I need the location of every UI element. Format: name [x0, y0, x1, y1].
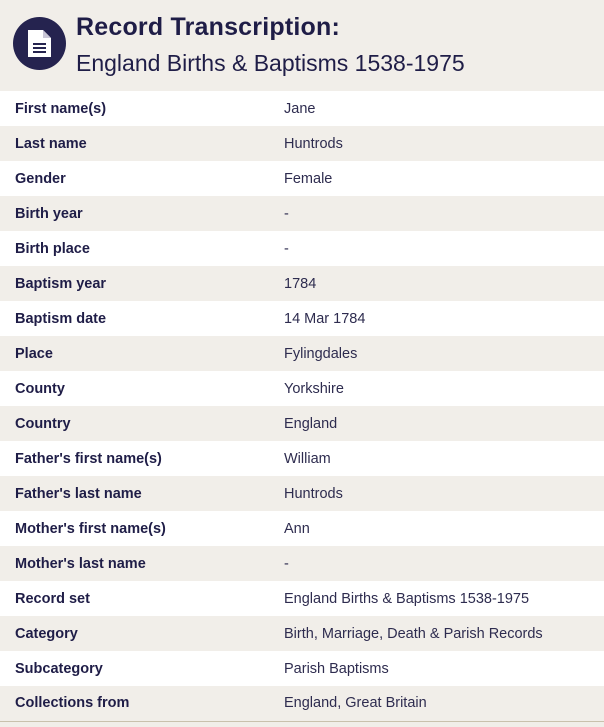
- field-label: Record set: [15, 590, 90, 607]
- field-label: County: [15, 380, 65, 397]
- field-value: Ann: [284, 520, 310, 537]
- transcription-table: First name(s) Jane Last name Huntrods Gender…: [0, 91, 604, 722]
- field-label: Category: [15, 625, 78, 642]
- document-icon: [13, 17, 66, 70]
- field-label: Last name: [15, 135, 87, 152]
- table-row: Subcategory Parish Baptisms: [0, 651, 604, 686]
- table-row: Birth place -: [0, 231, 604, 266]
- field-value: Huntrods: [284, 485, 343, 502]
- table-row: Gender Female: [0, 161, 604, 196]
- field-value: England, Great Britain: [284, 695, 427, 712]
- field-label: Subcategory: [15, 660, 103, 677]
- record-header: Record Transcription: England Births & B…: [0, 0, 604, 91]
- field-label: Place: [15, 345, 53, 362]
- table-row: Mother's last name -: [0, 546, 604, 581]
- field-value: Huntrods: [284, 135, 343, 152]
- table-row: Place Fylingdales: [0, 336, 604, 371]
- field-value: Birth, Marriage, Death & Parish Records: [284, 625, 543, 642]
- field-label: Mother's first name(s): [15, 520, 166, 537]
- field-label: Country: [15, 415, 71, 432]
- table-row: Baptism date 14 Mar 1784: [0, 301, 604, 336]
- table-row: Mother's first name(s) Ann: [0, 511, 604, 546]
- field-label: Father's last name: [15, 485, 142, 502]
- field-label: Baptism year: [15, 275, 107, 292]
- field-label: Father's first name(s): [15, 450, 162, 467]
- table-row: Country England: [0, 406, 604, 441]
- table-row: Baptism year 1784: [0, 266, 604, 301]
- field-label: First name(s): [15, 100, 107, 117]
- field-value: 1784: [284, 275, 317, 292]
- field-value: 14 Mar 1784: [284, 310, 366, 327]
- table-row: Father's first name(s) William: [0, 441, 604, 476]
- table-row: First name(s) Jane: [0, 91, 604, 126]
- table-row: County Yorkshire: [0, 371, 604, 406]
- field-label: Birth year: [15, 205, 83, 222]
- page-title: Record Transcription:: [76, 13, 340, 41]
- field-value: -: [284, 240, 289, 257]
- field-value: -: [284, 205, 289, 222]
- field-value: England: [284, 415, 338, 432]
- field-value: Parish Baptisms: [284, 660, 389, 677]
- table-row: Category Birth, Marriage, Death & Parish …: [0, 616, 604, 651]
- table-row: Father's last name Huntrods: [0, 476, 604, 511]
- table-row: Record set England Births & Baptisms 1538…: [0, 581, 604, 616]
- field-value: Jane: [284, 100, 316, 117]
- field-value: England Births & Baptisms 1538-1975: [284, 590, 530, 607]
- record-set-subtitle: England Births & Baptisms 1538-1975: [76, 50, 465, 76]
- field-value: Fylingdales: [284, 345, 358, 362]
- table-row: Birth year -: [0, 196, 604, 231]
- field-label: Mother's last name: [15, 555, 146, 572]
- field-label: Gender: [15, 170, 66, 187]
- field-label: Collections from: [15, 695, 130, 712]
- field-label: Birth place: [15, 240, 90, 257]
- table-row: Collections from England, Great Britain: [0, 686, 604, 721]
- field-label: Baptism date: [15, 310, 107, 327]
- field-value: Yorkshire: [284, 380, 344, 397]
- field-value: Female: [284, 170, 333, 187]
- field-value: William: [284, 450, 331, 467]
- table-row: Last name Huntrods: [0, 126, 604, 161]
- field-value: -: [284, 555, 289, 572]
